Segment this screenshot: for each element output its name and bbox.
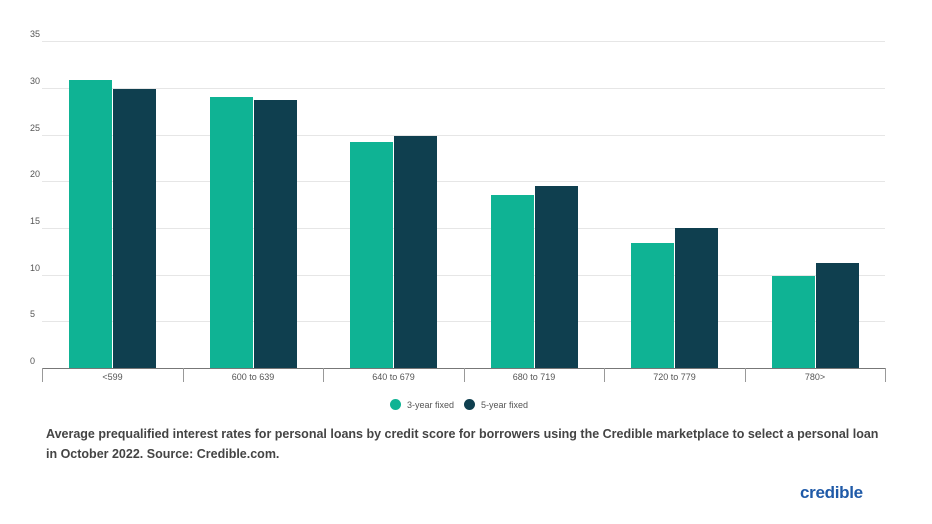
gridline — [42, 274, 885, 276]
gridline — [42, 134, 885, 136]
legend-label: 3-year fixed — [407, 399, 455, 410]
x-tick-label: 680 to 719 — [512, 372, 556, 382]
gridline — [42, 228, 885, 230]
x-tick — [604, 368, 605, 382]
y-tick-label: 5 — [30, 309, 36, 320]
bar-5-year — [815, 262, 859, 368]
chart-legend: 3-year fixed 5-year fixed — [390, 399, 538, 410]
bar-3-year — [350, 142, 393, 368]
bar-3-year — [631, 242, 674, 368]
bar-5-year — [113, 89, 156, 368]
legend-item-5-year: 5-year fixed — [464, 399, 528, 410]
x-tick-label: 780> — [804, 372, 826, 382]
gridline — [42, 41, 885, 43]
x-tick — [323, 368, 324, 382]
bar-5-year — [253, 100, 297, 368]
y-tick-label: 10 — [30, 262, 41, 273]
bar-5-year — [675, 228, 718, 368]
x-tick — [182, 368, 184, 382]
legend-item-3-year: 3-year fixed — [390, 399, 454, 410]
x-tick-label: <599 — [102, 372, 123, 382]
y-tick-label: 0 — [30, 356, 36, 366]
x-tick-label: 600 to 639 — [231, 372, 275, 382]
legend-swatch-dark — [464, 399, 476, 410]
bar-5-year — [394, 135, 437, 368]
gridline — [42, 321, 885, 323]
legend-label: 5-year fixed — [481, 399, 529, 410]
bar-3-year — [209, 97, 253, 368]
x-tick-label: 640 to 679 — [372, 372, 415, 382]
x-tick — [885, 368, 886, 382]
bar-3-year — [490, 195, 534, 368]
y-tick-label: 20 — [30, 169, 41, 180]
bar-3-year — [69, 79, 112, 368]
x-tick — [463, 368, 465, 382]
x-tick — [42, 368, 43, 382]
y-tick-label: 30 — [30, 76, 41, 87]
bar-chart: 0 5 10 15 20 25 30 35 <599 600 to 639 640 to 679 68… — [30, 29, 886, 382]
y-tick-label: 15 — [30, 216, 41, 227]
bar-3-year — [771, 275, 815, 368]
legend-swatch-teal — [390, 399, 401, 410]
chart-caption: Average prequalified interest rates for … — [46, 427, 879, 461]
credible-logo: credible — [800, 483, 863, 502]
gridline — [42, 181, 885, 183]
y-tick-label: 35 — [30, 29, 41, 40]
x-tick — [744, 368, 746, 382]
gridline — [42, 88, 885, 90]
bar-5-year — [534, 186, 578, 368]
y-tick-label: 25 — [30, 122, 41, 133]
x-tick-label: 720 to 779 — [653, 372, 696, 382]
